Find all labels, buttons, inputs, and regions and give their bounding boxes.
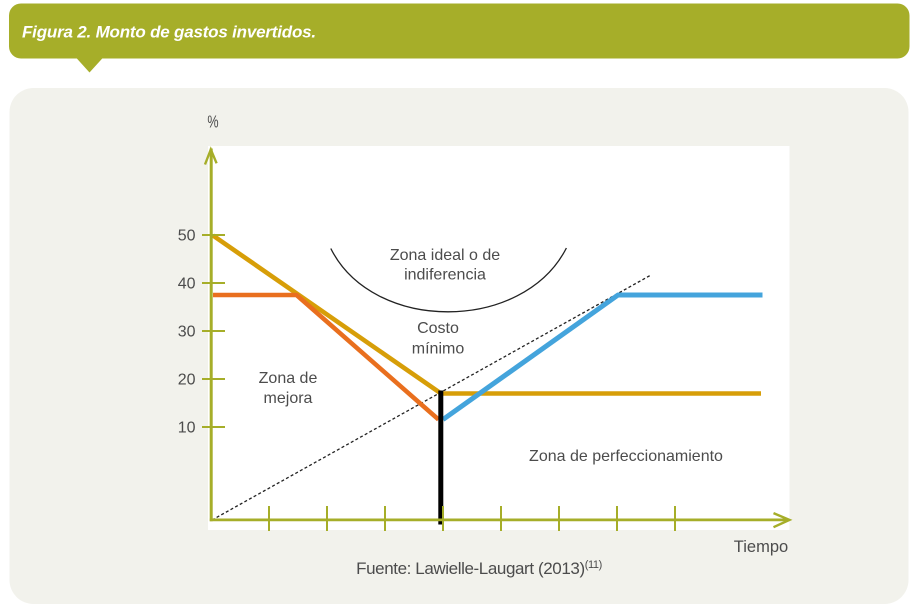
svg-text:mínimo: mínimo: [412, 341, 465, 358]
svg-text:mejora: mejora: [264, 390, 313, 407]
svg-text:Figura 2. Monto de gastos inve: Figura 2. Monto de gastos invertidos.: [22, 23, 316, 42]
svg-text:%: %: [207, 113, 218, 133]
svg-text:Costo: Costo: [417, 320, 459, 337]
svg-text:50: 50: [178, 228, 196, 245]
svg-text:40: 40: [178, 276, 196, 293]
svg-text:Zona ideal o de: Zona ideal o de: [390, 247, 500, 264]
svg-text:10: 10: [178, 420, 196, 437]
svg-text:Zona de perfeccionamiento: Zona de perfeccionamiento: [529, 448, 723, 465]
svg-text:30: 30: [178, 324, 196, 341]
svg-text:Tiempo: Tiempo: [734, 538, 788, 556]
svg-text:20: 20: [178, 372, 196, 389]
svg-text:indiferencia: indiferencia: [404, 267, 486, 284]
svg-text:Fuente: Lawielle-Laugart (2013: Fuente: Lawielle-Laugart (2013)(11): [356, 559, 602, 578]
svg-text:Zona de: Zona de: [259, 370, 318, 387]
